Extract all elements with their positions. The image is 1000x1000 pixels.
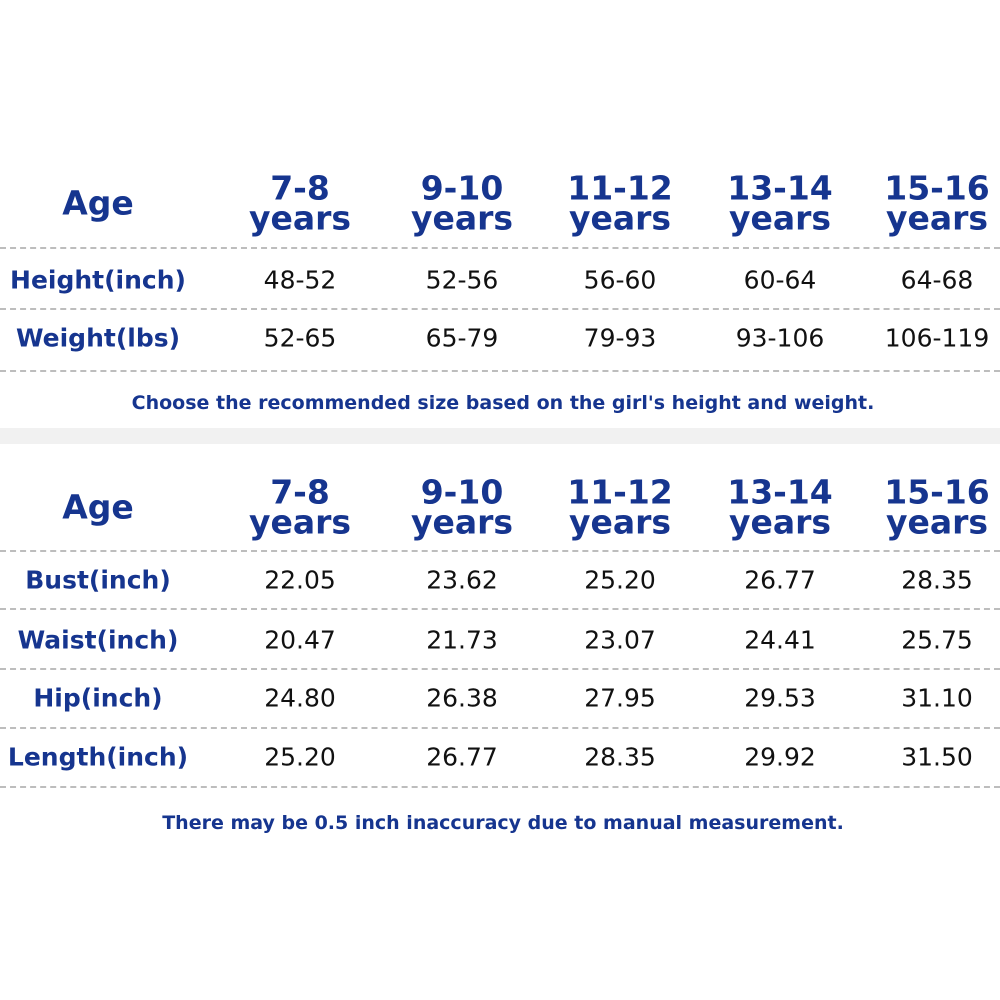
- column-header: 11-12: [567, 472, 673, 512]
- cell-value: 31.50: [901, 742, 973, 772]
- column-header: 15-16: [884, 168, 990, 208]
- table-note: There may be 0.5 inch inaccuracy due to …: [162, 812, 844, 834]
- cell-value: 29.92: [744, 742, 816, 772]
- column-header: 7-8: [270, 472, 330, 512]
- cell-value: 52-65: [263, 323, 337, 353]
- cell-value: 23.62: [426, 565, 498, 595]
- row-label: Height(inch): [10, 265, 186, 295]
- cell-value: 93-106: [735, 323, 825, 353]
- cell-value: 60-64: [743, 265, 817, 295]
- column-header: years: [568, 502, 672, 542]
- cell-value: 25.20: [584, 565, 656, 595]
- cell-value: 48-52: [263, 265, 337, 295]
- column-header: Age: [62, 183, 134, 223]
- cell-value: 24.41: [744, 625, 816, 655]
- column-header: years: [248, 502, 352, 542]
- column-header: Age: [62, 487, 134, 527]
- cell-value: 79-93: [583, 323, 657, 353]
- column-header: 11-12: [567, 168, 673, 208]
- cell-value: 52-56: [425, 265, 499, 295]
- column-header: 7-8: [270, 168, 330, 208]
- row-divider: [0, 786, 1000, 788]
- column-header: years: [410, 502, 514, 542]
- cell-value: 22.05: [264, 565, 336, 595]
- column-header: years: [885, 198, 989, 238]
- row-label: Hip(inch): [33, 683, 163, 713]
- row-label: Length(inch): [7, 742, 189, 772]
- column-header: 9-10: [420, 472, 504, 512]
- row-label: Waist(inch): [17, 625, 179, 655]
- row-divider: [0, 370, 1000, 372]
- row-divider: [0, 608, 1000, 610]
- cell-value: 26.77: [426, 742, 498, 772]
- cell-value: 106-119: [884, 323, 990, 353]
- column-header: 15-16: [884, 472, 990, 512]
- cell-value: 20.47: [264, 625, 336, 655]
- cell-value: 29.53: [744, 683, 816, 713]
- column-header: 13-14: [727, 168, 833, 208]
- column-header: 9-10: [420, 168, 504, 208]
- cell-value: 26.38: [426, 683, 498, 713]
- cell-value: 64-68: [900, 265, 974, 295]
- row-divider: [0, 308, 1000, 310]
- cell-value: 27.95: [584, 683, 656, 713]
- table-note: Choose the recommended size based on the…: [131, 392, 875, 414]
- column-header: years: [728, 198, 832, 238]
- cell-value: 31.10: [901, 683, 973, 713]
- cell-value: 24.80: [264, 683, 336, 713]
- cell-value: 23.07: [584, 625, 656, 655]
- cell-value: 25.75: [901, 625, 973, 655]
- row-label: Bust(inch): [25, 565, 171, 595]
- cell-value: 26.77: [744, 565, 816, 595]
- column-header: years: [248, 198, 352, 238]
- row-divider: [0, 668, 1000, 670]
- column-header: years: [885, 502, 989, 542]
- row-divider: [0, 727, 1000, 729]
- column-header: years: [568, 198, 672, 238]
- cell-value: 21.73: [426, 625, 498, 655]
- row-divider: [0, 247, 1000, 249]
- cell-value: 65-79: [425, 323, 499, 353]
- separator-band: [0, 428, 1000, 444]
- row-label: Weight(lbs): [15, 323, 181, 353]
- row-divider: [0, 550, 1000, 552]
- column-header: years: [728, 502, 832, 542]
- column-header: years: [410, 198, 514, 238]
- column-header: 13-14: [727, 472, 833, 512]
- cell-value: 56-60: [583, 265, 657, 295]
- cell-value: 28.35: [901, 565, 973, 595]
- cell-value: 28.35: [584, 742, 656, 772]
- cell-value: 25.20: [264, 742, 336, 772]
